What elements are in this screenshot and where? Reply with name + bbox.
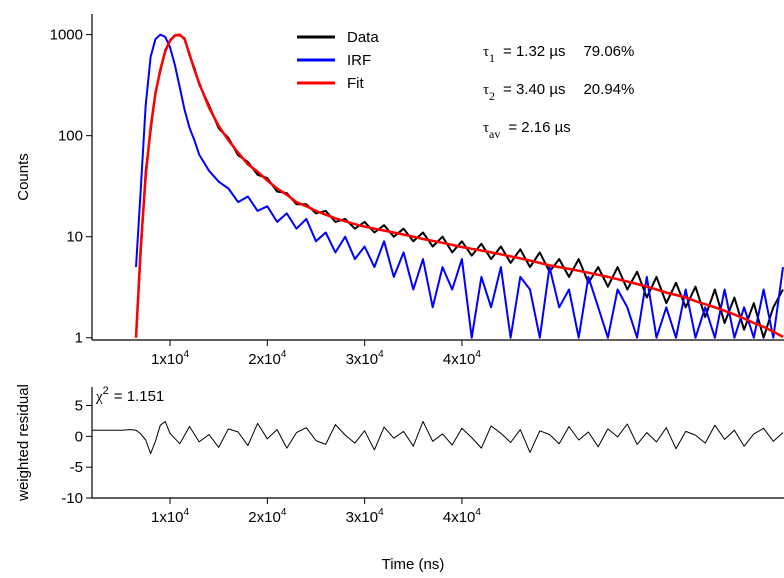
symbol: τ [483, 44, 489, 60]
x-tick-label: 4x104 [443, 349, 482, 368]
lifetime-annotation: τav = 2.16 µs [483, 119, 571, 141]
y-tick-label: 10 [66, 229, 83, 246]
symbol: τ [483, 120, 489, 136]
x-tick-exponent: 4 [475, 349, 481, 360]
symbol: τ [483, 82, 489, 98]
x-tick-exponent: 4 [281, 507, 287, 518]
x-axis-title: Time (ns) [382, 556, 445, 573]
x-tick-base: 2x10 [248, 509, 281, 526]
series-line [135, 33, 784, 339]
x-tick-label: 1x104 [151, 507, 190, 526]
y-tick-label: -5 [70, 459, 83, 476]
x-tick-base: 4x10 [443, 509, 476, 526]
x-tick-label: 3x104 [346, 507, 385, 526]
fraction: 79.06% [583, 43, 634, 60]
chi-value: = 1.151 [114, 388, 164, 405]
fraction: 20.94% [583, 81, 634, 98]
x-tick-exponent: 4 [378, 349, 384, 360]
y-tick-label: 100 [58, 128, 83, 145]
y-axis-title: weighted residual [15, 384, 32, 502]
y-tick-label: 5 [75, 398, 83, 415]
x-tick-base: 3x10 [346, 351, 379, 368]
lifetime-annotation: τ2 = 3.40 µs 20.94% [483, 81, 634, 103]
x-tick-exponent: 4 [184, 349, 190, 360]
subscript: 2 [489, 89, 495, 103]
y-tick-label: 1000 [50, 27, 83, 44]
x-tick-exponent: 4 [281, 349, 287, 360]
legend-label: Data [347, 29, 379, 46]
x-tick-base: 2x10 [248, 351, 281, 368]
chi-annotation: χ2 = 1.151 [95, 385, 164, 405]
y-tick-label: 1 [75, 330, 83, 347]
x-tick-exponent: 4 [378, 507, 384, 518]
legend-label: Fit [347, 75, 364, 92]
subscript: 1 [489, 51, 495, 65]
symbol: χ [95, 389, 103, 405]
residual-line [92, 421, 784, 455]
lifetime-annotation: τ1 = 1.32 µs 79.06% [483, 43, 634, 65]
lifetime-value: = 3.40 µs [503, 81, 565, 98]
superscript: 2 [103, 385, 109, 397]
x-tick-label: 2x104 [248, 349, 287, 368]
series-line [134, 33, 784, 338]
x-tick-label: 1x104 [151, 349, 190, 368]
x-tick-base: 4x10 [443, 351, 476, 368]
y-axis-title: Counts [15, 153, 32, 201]
x-tick-base: 1x10 [151, 509, 184, 526]
x-tick-label: 3x104 [346, 349, 385, 368]
x-tick-label: 4x104 [443, 507, 482, 526]
subscript: av [489, 127, 500, 141]
x-tick-exponent: 4 [184, 507, 190, 518]
x-tick-base: 1x10 [151, 351, 184, 368]
lifetime-value: = 2.16 µs [508, 119, 570, 136]
y-tick-label: -10 [61, 490, 83, 507]
lifetime-value: = 1.32 µs [503, 43, 565, 60]
legend-label: IRF [347, 52, 371, 69]
x-tick-base: 3x10 [346, 509, 379, 526]
x-tick-label: 2x104 [248, 507, 287, 526]
x-tick-exponent: 4 [475, 507, 481, 518]
y-tick-label: 0 [75, 428, 83, 445]
